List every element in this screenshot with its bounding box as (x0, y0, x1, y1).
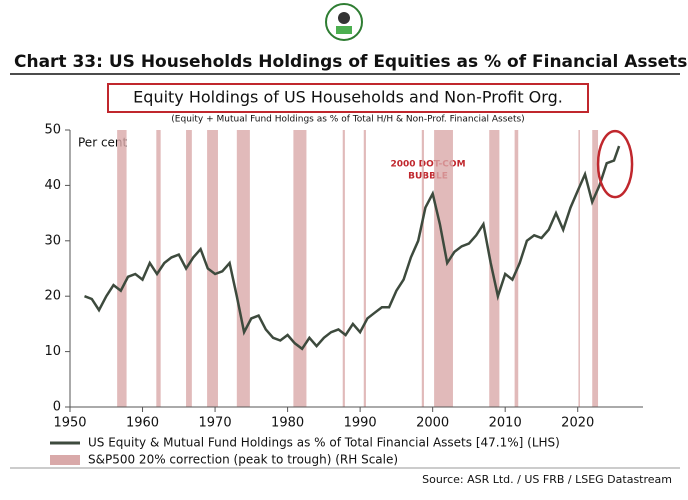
title-box (107, 83, 589, 113)
y-tick-label: 30 (44, 233, 61, 248)
legend-label: US Equity & Mutual Fund Holdings as % of… (88, 436, 560, 450)
correction-band (489, 130, 500, 407)
y-tick-label: 40 (44, 178, 61, 193)
source: Source: ASR Ltd. / US FRB / LSEG Datastr… (422, 473, 672, 486)
x-tick-label: 1970 (199, 416, 232, 431)
header: Chart 33: US Households Holdings of Equi… (14, 52, 687, 72)
x-tick-label: 2020 (561, 416, 594, 431)
y-tick-label: 20 (44, 289, 61, 304)
correction-band (186, 130, 192, 407)
x-tick-label: 2000 (416, 416, 449, 431)
highlight-ring (596, 129, 634, 199)
annotation: 2000 DOT-COM (390, 160, 465, 170)
correction-band (207, 130, 218, 407)
x-tick-label: 2010 (489, 416, 522, 431)
correction-band (434, 130, 453, 407)
correction-band (293, 130, 307, 407)
correction-band (156, 130, 161, 407)
subtitle: (Equity + Mutual Fund Holdings as % of T… (171, 115, 524, 125)
x-tick-label: 1990 (344, 416, 377, 431)
title: Equity Holdings of US Households and Non… (133, 88, 563, 107)
y-label: Per cent (78, 136, 128, 150)
legend-label: S&P500 20% correction (peak to trough) (… (88, 453, 398, 467)
legend-band (50, 455, 80, 465)
correction-band (342, 130, 345, 407)
y-tick-label: 0 (53, 400, 61, 415)
x-tick-label: 1950 (53, 416, 86, 431)
correction-band (117, 130, 127, 407)
correction-band (578, 130, 580, 407)
annotation: BUBBLE (408, 172, 448, 182)
correction-band (592, 130, 599, 407)
correction-band (236, 130, 250, 407)
correction-band (421, 130, 424, 407)
x-tick-label: 1960 (126, 416, 159, 431)
series-line (84, 145, 621, 351)
x-tick-label: 1980 (271, 416, 304, 431)
correction-band (363, 130, 366, 407)
y-tick-label: 10 (44, 344, 61, 359)
logo (325, 3, 363, 41)
y-tick-label: 50 (44, 123, 61, 138)
